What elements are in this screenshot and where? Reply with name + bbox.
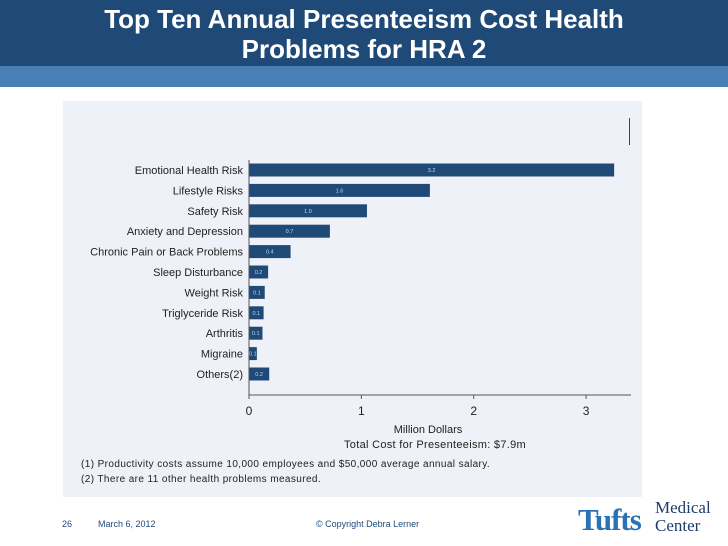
x-tick-label: 3: [583, 404, 590, 418]
footnote-1: (1) Productivity costs assume 10,000 emp…: [81, 459, 491, 470]
legend-marker: [629, 118, 630, 145]
bar: [249, 285, 265, 299]
data-label: 3.2: [428, 168, 436, 174]
data-label: 1.6: [336, 188, 344, 194]
data-label: 0.1: [253, 290, 261, 296]
data-label: 0.4: [266, 250, 274, 256]
page-number: 26: [62, 519, 73, 529]
x-tick-label: 0: [246, 404, 253, 418]
data-label: 0.1: [252, 311, 260, 317]
logo-line-2: Center: [655, 516, 701, 535]
logo-wordmark: Tufts: [578, 502, 642, 537]
x-tick-label: 2: [470, 404, 477, 418]
data-label: 0.2: [255, 372, 263, 378]
category-label: Emotional Health Risk: [135, 165, 244, 177]
x-axis-title: Million Dollars: [394, 424, 463, 436]
bar: [249, 265, 269, 279]
data-label: 0.1: [252, 331, 260, 337]
category-label: Weight Risk: [185, 287, 244, 299]
title-band: Top Ten Annual Presenteeism Cost Health …: [0, 0, 728, 66]
bar: [249, 245, 291, 259]
footnote-2: (2) There are 11 other health problems m…: [81, 474, 322, 485]
title-line-1: Top Ten Annual Presenteeism Cost Health: [104, 4, 624, 34]
slide-title: Top Ten Annual Presenteeism Cost Health …: [0, 4, 728, 64]
category-label: Anxiety and Depression: [127, 226, 243, 238]
category-label: Others(2): [197, 369, 243, 381]
category-label: Lifestyle Risks: [173, 185, 244, 197]
logo-line-1: Medical: [655, 498, 711, 517]
bar: [249, 367, 270, 381]
bar: [249, 224, 330, 238]
category-label: Triglyceride Risk: [162, 308, 243, 320]
tufts-logo: Tufts Medical Center: [578, 498, 723, 538]
category-label: Migraine: [201, 349, 243, 361]
bar: [249, 306, 264, 320]
bar: [249, 326, 263, 340]
data-label: 0.1: [249, 352, 257, 358]
footnotes: (1) Productivity costs assume 10,000 emp…: [81, 457, 490, 487]
bar: [249, 204, 367, 218]
category-label: Arthritis: [206, 328, 244, 340]
category-label: Sleep Disturbance: [153, 267, 243, 279]
category-label: Chronic Pain or Back Problems: [90, 247, 243, 259]
chart-subtitle: Total Cost for Presenteeism: $7.9m: [344, 439, 526, 451]
footer-date: March 6, 2012: [98, 519, 156, 529]
title-accent-strip: [0, 66, 728, 87]
title-line-2: Problems for HRA 2: [241, 34, 487, 64]
bar: [249, 183, 430, 197]
bar: [249, 163, 615, 177]
x-tick-label: 1: [358, 404, 365, 418]
data-label: 0.2: [255, 270, 263, 276]
bar: [249, 347, 257, 361]
data-label: 0.7: [286, 229, 294, 235]
category-label: Safety Risk: [187, 206, 243, 218]
data-label: 1.0: [304, 209, 312, 215]
footer-copyright: © Copyright Debra Lerner: [316, 519, 420, 529]
